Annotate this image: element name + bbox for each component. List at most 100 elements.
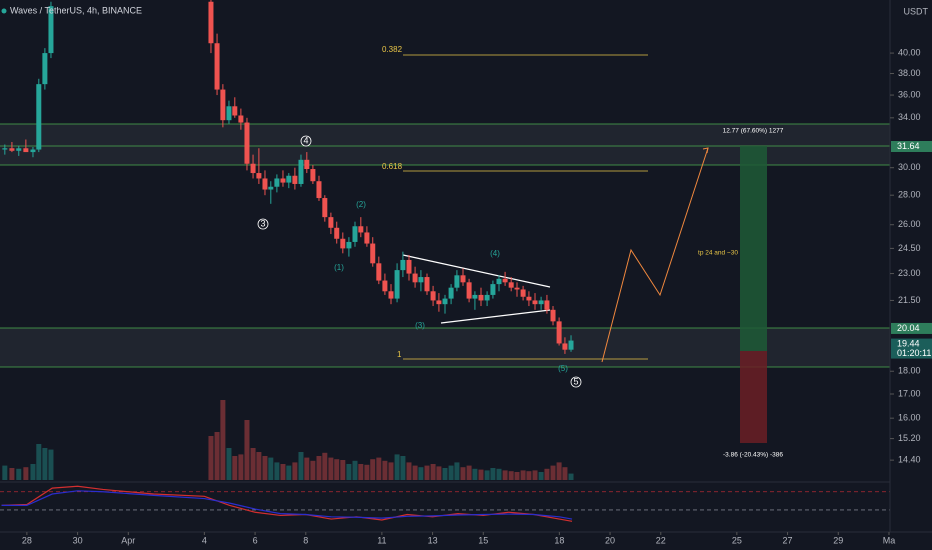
wave-label: 4 [303, 135, 308, 145]
x-tick-label: 25 [732, 535, 742, 545]
volume-bar [520, 470, 526, 480]
tp-note: tp 24 and ~30 [698, 250, 738, 257]
candle-body [394, 270, 400, 299]
x-tick-label: 8 [303, 535, 308, 545]
candle-body [42, 53, 48, 85]
wave-label: 5 [573, 376, 578, 386]
volume-bar [30, 464, 36, 480]
volume-bar [508, 471, 514, 480]
wave-label: (3) [415, 321, 425, 330]
volume-bar [304, 457, 310, 480]
volume-bar [412, 465, 418, 480]
candle-body [454, 275, 460, 288]
candle-body [364, 232, 370, 244]
fib-lines [403, 54, 648, 360]
volume-bar [496, 468, 502, 480]
volume-bar [238, 454, 244, 480]
candle-body [478, 294, 484, 301]
stop-box [740, 351, 767, 443]
candle-body [292, 175, 298, 184]
volume-bar [328, 457, 334, 480]
candle-body [280, 178, 286, 183]
volume-bar [364, 464, 370, 480]
volume-bar [36, 444, 42, 480]
x-tick-label: 30 [73, 535, 83, 545]
target-box [740, 146, 767, 351]
x-tick-label: 28 [22, 535, 32, 545]
candle-body [388, 291, 394, 299]
y-tick-label: 18.00 [898, 366, 921, 376]
x-tick-label: 20 [605, 535, 615, 545]
candle-body [316, 181, 322, 199]
wave-label: (4) [490, 249, 500, 258]
candle-body [304, 159, 310, 170]
volume-bar [48, 449, 54, 480]
volume-bar [352, 460, 358, 480]
volume-bar [214, 432, 220, 480]
candle-body [322, 198, 328, 218]
candle-body [256, 173, 262, 179]
candle-body [23, 148, 29, 153]
volume-bar [2, 465, 8, 480]
fib-label: 1 [397, 350, 402, 359]
countdown: 01:20:11 [897, 348, 931, 358]
volume-bar [514, 472, 520, 480]
candle-body [9, 148, 15, 151]
wave-label: (5) [558, 364, 568, 373]
candle-body [526, 296, 532, 301]
candle-body [358, 226, 364, 233]
candle-body [48, 6, 54, 54]
candle-body [556, 321, 562, 344]
volume-bar [538, 472, 544, 480]
volume-bar [42, 448, 48, 480]
volume-bar [466, 465, 472, 480]
volume-bar [226, 448, 232, 480]
volume-bar [346, 464, 352, 480]
volume-bar [472, 468, 478, 480]
volume-bar [262, 456, 268, 480]
volume-bar [376, 457, 382, 480]
candle-body [382, 280, 388, 292]
candle-body [442, 298, 448, 305]
y-tick-label: 40.00 [898, 47, 921, 57]
volume-bar [250, 448, 256, 480]
wave-label: (1) [334, 263, 344, 272]
candle-body [568, 340, 574, 350]
candle-body [298, 159, 304, 184]
x-tick-label: Ma [883, 535, 896, 545]
y-tick-label: 21.50 [898, 295, 921, 305]
triangle [402, 254, 551, 324]
stop-label: -3.86 (-20.43%) -386 [723, 452, 783, 459]
x-tick-label: 6 [253, 535, 258, 545]
volume-bar [424, 465, 430, 480]
volume-bar [532, 470, 538, 480]
volume-bar [322, 452, 328, 480]
volume-bar [340, 460, 346, 480]
candle-body [460, 275, 466, 283]
volume-bar [400, 456, 406, 480]
candle-body [208, 1, 214, 44]
candle-body [412, 273, 418, 283]
y-tick-label: 24.50 [898, 243, 921, 253]
target-label: 12.77 (67.60%) 1277 [723, 128, 784, 135]
x-tick-label: 18 [554, 535, 564, 545]
candle-body [340, 238, 346, 249]
volume-bar [418, 467, 424, 480]
candle-body [472, 294, 478, 299]
candle-body [238, 115, 244, 123]
y-tick-label: 23.00 [898, 268, 921, 278]
candle-body [352, 226, 358, 242]
y-tick-label: 17.00 [898, 388, 921, 398]
candle-body [502, 278, 508, 283]
volume-bar [280, 464, 286, 480]
x-tick-label: 11 [377, 535, 386, 545]
price-axis [890, 0, 932, 550]
volume-bar [490, 468, 496, 480]
candle-body [244, 122, 250, 164]
candle-body [286, 175, 292, 183]
projection-arrow [702, 147, 709, 154]
x-tick-label: 22 [656, 535, 666, 545]
candle-body [220, 89, 226, 121]
x-tick-label: Apr [121, 535, 135, 545]
volume-bar [310, 460, 316, 480]
